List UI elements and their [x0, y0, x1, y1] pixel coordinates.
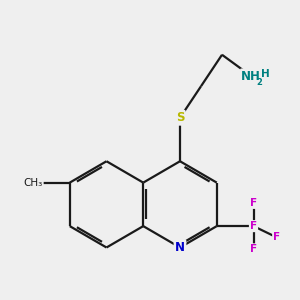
Text: H: H [261, 69, 270, 79]
Text: N: N [175, 241, 185, 254]
Text: F: F [250, 221, 257, 231]
Text: F: F [273, 232, 280, 242]
Text: F: F [250, 198, 257, 208]
Text: F: F [250, 244, 257, 254]
Text: S: S [176, 111, 184, 124]
Text: NH: NH [241, 70, 261, 83]
Text: CH₃: CH₃ [23, 178, 43, 188]
Text: 2: 2 [256, 78, 262, 87]
